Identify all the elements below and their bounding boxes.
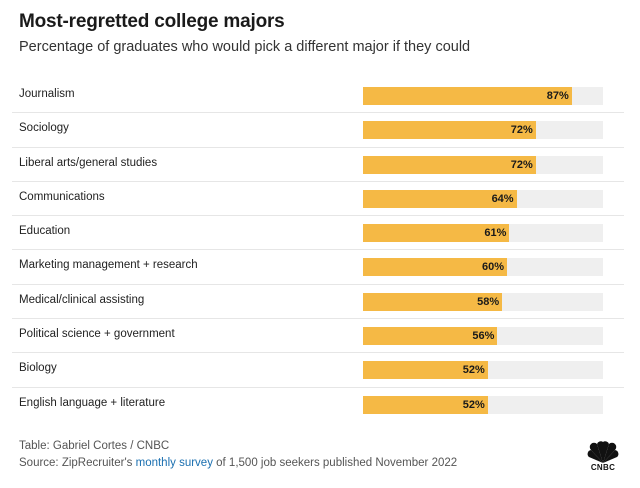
category-label: Sociology <box>19 122 69 135</box>
bar-track: 52% <box>363 395 603 414</box>
category-label: Education <box>19 225 71 238</box>
table-row: Education 61% <box>12 216 624 251</box>
bar-track: 60% <box>363 258 603 277</box>
table-row: Biology 52% <box>12 353 624 388</box>
cnbc-logo: CNBC <box>583 438 623 472</box>
table-row: Political science + government 56% <box>12 319 624 354</box>
value-label: 60% <box>481 261 504 274</box>
bar: 87% <box>363 87 572 105</box>
value-label: 72% <box>510 158 533 171</box>
cnbc-wordmark: CNBC <box>590 463 616 472</box>
bar-track: 56% <box>363 327 603 346</box>
bar: 52% <box>363 395 488 414</box>
category-label: Liberal arts/general studies <box>19 156 158 169</box>
bar-chart: Journalism 87% Sociology 72% Liberal arts/ge… <box>12 79 624 422</box>
chart-title: Most-regretted college majors <box>19 11 285 32</box>
value-label: 72% <box>510 124 533 137</box>
bar: 72% <box>363 121 536 140</box>
chart-subtitle: Percentage of graduates who would pick a… <box>19 39 471 55</box>
bar-track: 72% <box>363 121 603 140</box>
bar: 56% <box>363 327 498 346</box>
value-label: 52% <box>462 398 485 411</box>
category-label: Communications <box>19 190 105 203</box>
bar: 52% <box>363 361 488 380</box>
value-label: 52% <box>462 364 485 377</box>
bar: 61% <box>363 224 510 243</box>
table-row: Communications 64% <box>12 182 624 217</box>
source-prefix: Source: ZipRecruiter's <box>19 457 136 469</box>
category-label: Marketing management + research <box>19 259 198 272</box>
table-row: Marketing management + research 60% <box>12 250 624 285</box>
category-label: Biology <box>19 362 57 375</box>
footer: Table: Gabriel Cortes / CNBC Source: Zip… <box>19 438 457 472</box>
bar: 58% <box>363 292 503 311</box>
value-label: 87% <box>546 90 569 102</box>
bar: 60% <box>363 258 507 277</box>
bar-track: 52% <box>363 361 603 380</box>
value-label: 61% <box>484 227 507 240</box>
bar: 64% <box>363 189 517 208</box>
bar-track: 72% <box>363 155 603 174</box>
bar: 72% <box>363 155 536 174</box>
table-row: Medical/clinical assisting 58% <box>12 285 624 320</box>
bar-track: 61% <box>363 224 603 243</box>
value-label: 58% <box>477 295 500 308</box>
category-label: Journalism <box>19 88 75 100</box>
nbc-peacock-icon <box>587 441 619 463</box>
category-label: English language + literature <box>19 396 166 409</box>
table-row: Journalism 87% <box>12 79 624 114</box>
category-label: Political science + government <box>19 328 175 341</box>
value-label: 64% <box>491 192 514 205</box>
table-row: Liberal arts/general studies 72% <box>12 148 624 182</box>
table-row: English language + literature 52% <box>12 388 624 422</box>
source-suffix: of 1,500 job seekers published November … <box>212 457 458 469</box>
value-label: 56% <box>472 330 495 343</box>
source-line: Source: ZipRecruiter's monthly survey of… <box>19 455 457 472</box>
source-link[interactable]: monthly survey <box>135 457 213 469</box>
category-label: Medical/clinical assisting <box>19 293 145 306</box>
bar-track: 64% <box>363 189 603 208</box>
credit-line: Table: Gabriel Cortes / CNBC <box>19 440 170 452</box>
table-row: Sociology 72% <box>12 113 624 148</box>
bar-track: 87% <box>363 87 603 105</box>
bar-track: 58% <box>363 292 603 311</box>
